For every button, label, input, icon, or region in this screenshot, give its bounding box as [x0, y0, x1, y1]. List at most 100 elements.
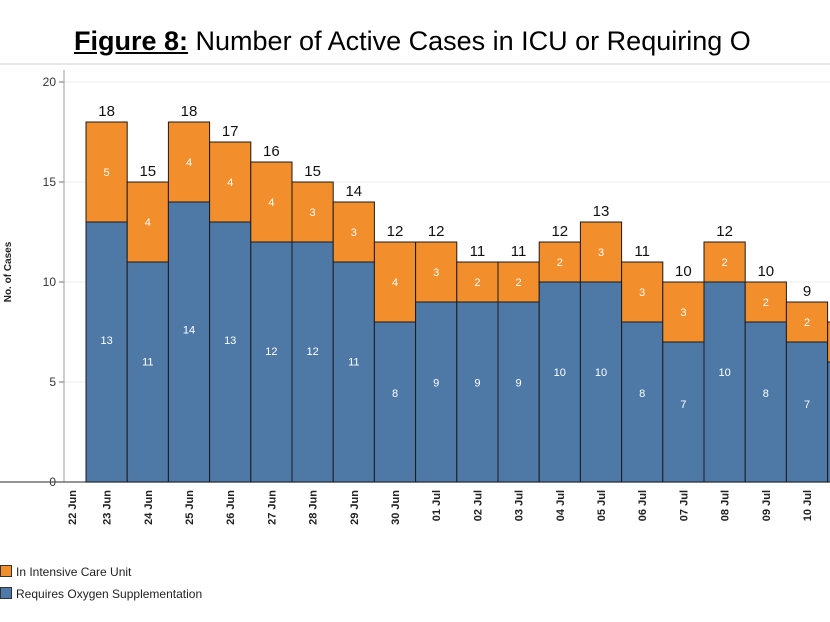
legend-swatch-oxygen — [0, 587, 12, 599]
bar-icu — [456, 261, 499, 303]
y-axis-title: No. of Cases — [3, 241, 14, 302]
bar-label-icu: 3 — [639, 287, 645, 299]
bar-label-oxygen: 14 — [183, 325, 195, 337]
bar-label-icu: 4 — [227, 177, 233, 189]
bar-total-label: 18 — [181, 103, 198, 120]
x-tick-label: 01 Jul — [431, 490, 443, 521]
bar-label-icu: 2 — [557, 257, 563, 269]
x-tick-label: 28 Jun — [308, 490, 320, 525]
title-text: Number of Active Cases in ICU or Requiri… — [195, 26, 751, 56]
bar-icu — [538, 241, 581, 283]
x-tick-label: 09 Jul — [761, 490, 773, 521]
bar-total-label: 15 — [139, 163, 156, 180]
bar-oxygen — [538, 281, 581, 483]
bar-label-icu: 4 — [268, 197, 274, 209]
bar-oxygen — [621, 321, 664, 483]
x-tick-label: 22 Jun — [67, 490, 79, 525]
bar-label-oxygen: 12 — [265, 346, 277, 358]
bar-label-oxygen: 9 — [474, 378, 480, 390]
bar-label-oxygen: 8 — [763, 388, 769, 400]
bar-icu — [85, 121, 128, 223]
bar-label-oxygen: 11 — [142, 356, 153, 368]
legend-item-icu: In Intensive Care Unit — [0, 565, 131, 579]
bar-label-icu: 2 — [804, 317, 810, 329]
x-tick-label: 26 Jun — [225, 490, 237, 525]
x-tick-label: 25 Jun — [184, 490, 196, 525]
x-tick-label: 06 Jul — [637, 490, 649, 521]
bar-label-icu: 4 — [145, 217, 151, 229]
chart-title: Figure 8: Number of Active Cases in ICU … — [74, 26, 751, 57]
bar-label-oxygen: 9 — [516, 378, 522, 390]
x-tick-label: 29 Jun — [349, 490, 361, 525]
bar-label-icu: 2 — [516, 277, 522, 289]
bar-oxygen — [250, 241, 293, 483]
bar-icu — [579, 221, 623, 283]
bar-total-label: 12 — [716, 223, 733, 240]
bar-total-label: 17 — [222, 123, 239, 140]
y-tick-label: 10 — [43, 275, 57, 289]
bar-total-label: 14 — [345, 183, 362, 200]
bar-total-label: 11 — [470, 243, 486, 260]
bar-oxygen — [332, 261, 375, 483]
legend-label-oxygen: Requires Oxygen Supplementation — [16, 587, 203, 601]
bar-oxygen — [126, 261, 169, 483]
bar-icu — [291, 181, 334, 243]
bar-icu — [126, 181, 169, 263]
bar-label-oxygen: 10 — [595, 367, 607, 379]
bar-total-label: 18 — [98, 103, 115, 120]
bar-oxygen — [85, 221, 128, 483]
bar-oxygen — [662, 341, 705, 483]
bar-oxygen-partial — [827, 361, 830, 483]
x-tick-label: 02 Jul — [472, 490, 484, 521]
bar-oxygen — [167, 201, 211, 483]
bar-label-oxygen: 12 — [306, 346, 318, 358]
bar-label-oxygen: 9 — [433, 378, 439, 390]
x-tick-label: 23 Jun — [102, 490, 114, 525]
bar-label-icu: 3 — [598, 247, 604, 259]
bar-total-label: 11 — [634, 243, 650, 260]
x-tick-label: 08 Jul — [720, 490, 732, 521]
bar-oxygen — [291, 241, 334, 483]
legend-item-oxygen: Requires Oxygen Supplementation — [0, 587, 202, 601]
bar-oxygen — [415, 301, 458, 483]
figure-number: Figure 8: — [74, 26, 189, 56]
bar-icu — [703, 241, 746, 283]
bar-label-icu: 5 — [104, 167, 110, 179]
bar-oxygen — [497, 301, 540, 483]
x-tick-label: 27 Jun — [266, 490, 278, 525]
legend-label-icu: In Intensive Care Unit — [16, 565, 132, 579]
bar-icu — [332, 201, 375, 263]
bar-total-label: 11 — [511, 243, 527, 260]
bar-total-label: 9 — [803, 283, 811, 300]
bar-label-icu: 3 — [680, 307, 686, 319]
bar-total-label: 13 — [593, 203, 610, 220]
x-tick-label: 05 Jul — [596, 490, 608, 521]
bar-total-label: 12 — [387, 223, 404, 240]
bar-label-oxygen: 11 — [348, 356, 359, 368]
bar-total-label: 16 — [263, 143, 280, 160]
bar-icu — [621, 261, 664, 323]
bar-label-icu: 3 — [351, 227, 357, 239]
bar-oxygen — [703, 281, 746, 483]
bar-label-oxygen: 8 — [639, 388, 645, 400]
bar-total-label: 10 — [675, 263, 692, 280]
bar-total-label: 10 — [757, 263, 774, 280]
bar-total-label: 12 — [428, 223, 445, 240]
x-tick-label: 10 Jul — [802, 490, 814, 521]
y-tick-label: 15 — [43, 175, 57, 189]
bar-label-oxygen: 10 — [554, 367, 566, 379]
bar-oxygen — [579, 281, 623, 483]
bar-icu — [662, 281, 705, 343]
bar-label-icu: 2 — [474, 277, 480, 289]
bar-oxygen — [785, 341, 829, 483]
bar-label-oxygen: 8 — [392, 388, 398, 400]
bar-icu — [250, 161, 293, 243]
x-tick-label: 04 Jul — [555, 490, 567, 521]
bar-oxygen — [456, 301, 499, 483]
bar-icu — [744, 281, 787, 323]
y-tick-label: 20 — [43, 75, 57, 89]
bar-label-icu: 4 — [392, 277, 398, 289]
bar-label-icu: 2 — [763, 297, 769, 309]
y-tick-label: 5 — [49, 375, 56, 389]
bar-label-icu: 3 — [433, 267, 439, 279]
